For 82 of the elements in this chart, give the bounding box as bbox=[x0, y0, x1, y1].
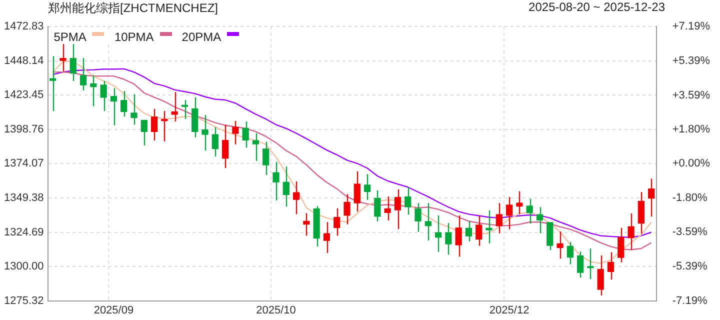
candlestick bbox=[354, 170, 360, 212]
candlestick bbox=[222, 124, 229, 169]
candlestick bbox=[516, 190, 523, 215]
candlestick bbox=[597, 254, 604, 296]
candlestick bbox=[465, 220, 472, 242]
candlestick bbox=[192, 96, 198, 138]
y-tick-label: 1423.45 bbox=[4, 89, 44, 102]
candlestick bbox=[292, 180, 300, 215]
candlestick bbox=[110, 88, 117, 126]
chart-subtitle: 2025-08-20 ~ 2025-12-23 bbox=[528, 0, 665, 14]
candlestick bbox=[212, 126, 218, 158]
y2-tick-label: +5.39% bbox=[672, 54, 710, 67]
candlestick bbox=[252, 132, 260, 162]
y2-tick-label: -1.80% bbox=[672, 192, 708, 204]
candlestick bbox=[526, 198, 533, 224]
y2-tick-label: -5.39% bbox=[672, 260, 708, 273]
candlestick bbox=[334, 208, 340, 236]
candlestick bbox=[171, 91, 178, 122]
candlestick bbox=[80, 57, 87, 91]
candlestick bbox=[150, 108, 158, 142]
candlestick bbox=[394, 188, 402, 230]
x-tick-label: 2025/10 bbox=[256, 304, 296, 316]
candlestick bbox=[140, 119, 148, 146]
candlestick bbox=[476, 215, 482, 246]
candlestick bbox=[374, 190, 381, 222]
candlestick bbox=[536, 206, 544, 234]
candlestick bbox=[202, 114, 208, 152]
candlestick bbox=[384, 196, 391, 222]
candlestick bbox=[618, 227, 624, 263]
y2-tick-label: -7.19% bbox=[672, 294, 708, 307]
x-tick-label: 2025/09 bbox=[94, 304, 134, 316]
candlestick bbox=[455, 214, 462, 258]
chart-title: 郑州能化综指[ZHCTMENCHEZ] bbox=[48, 0, 218, 17]
candlestick bbox=[90, 74, 97, 107]
candlestick bbox=[344, 194, 350, 225]
candlestick bbox=[323, 222, 330, 254]
candlestick bbox=[486, 210, 492, 244]
candlestick bbox=[638, 191, 644, 234]
y-tick-label: 1374.07 bbox=[4, 158, 44, 170]
candlestick bbox=[232, 120, 239, 145]
y-tick-label: 1472.83 bbox=[4, 20, 44, 33]
candlestick bbox=[100, 80, 107, 112]
candlestick bbox=[130, 94, 138, 126]
y2-tick-label: +0.00% bbox=[672, 158, 710, 170]
candlestick bbox=[566, 242, 574, 265]
candlestick bbox=[414, 202, 422, 232]
candlestick bbox=[181, 99, 188, 120]
y2-tick-label: -3.59% bbox=[672, 226, 708, 238]
candlestick bbox=[445, 222, 452, 256]
candlestick bbox=[546, 222, 554, 251]
candlestick bbox=[424, 202, 432, 242]
y2-tick-label: +1.80% bbox=[672, 123, 710, 136]
candlestick bbox=[120, 90, 128, 118]
candlestick bbox=[607, 252, 614, 280]
y-tick-label: 1300.00 bbox=[4, 260, 44, 273]
y2-tick-label: +7.19% bbox=[672, 20, 710, 33]
y-tick-label: 1398.76 bbox=[4, 123, 44, 136]
candlestick bbox=[556, 230, 564, 260]
candlestick bbox=[242, 120, 249, 148]
candlestick bbox=[435, 214, 442, 253]
y-tick-label: 1349.38 bbox=[4, 192, 44, 204]
candlestick bbox=[648, 178, 655, 218]
candlestick bbox=[506, 196, 513, 230]
y-tick-label: 1448.14 bbox=[4, 54, 44, 67]
candlestick bbox=[364, 174, 371, 200]
candlestick bbox=[282, 166, 290, 208]
y-tick-label: 1324.69 bbox=[4, 226, 44, 238]
candlestick bbox=[577, 250, 584, 278]
y2-tick-label: +3.59% bbox=[672, 89, 710, 102]
candlestick bbox=[262, 141, 270, 176]
legend-label: 10PMA bbox=[114, 30, 154, 44]
legend-label: 20PMA bbox=[182, 30, 222, 44]
candlestick bbox=[496, 202, 502, 234]
candlestick bbox=[587, 248, 594, 280]
legend-label: 5PMA bbox=[54, 30, 86, 44]
candlestick bbox=[404, 186, 412, 216]
x-tick-label: 2025/12 bbox=[489, 304, 530, 316]
candlestick bbox=[50, 55, 56, 112]
y-tick-label: 1275.32 bbox=[4, 294, 44, 307]
candlestick bbox=[272, 161, 280, 202]
candlestick bbox=[303, 212, 310, 236]
candlestick bbox=[628, 212, 634, 250]
